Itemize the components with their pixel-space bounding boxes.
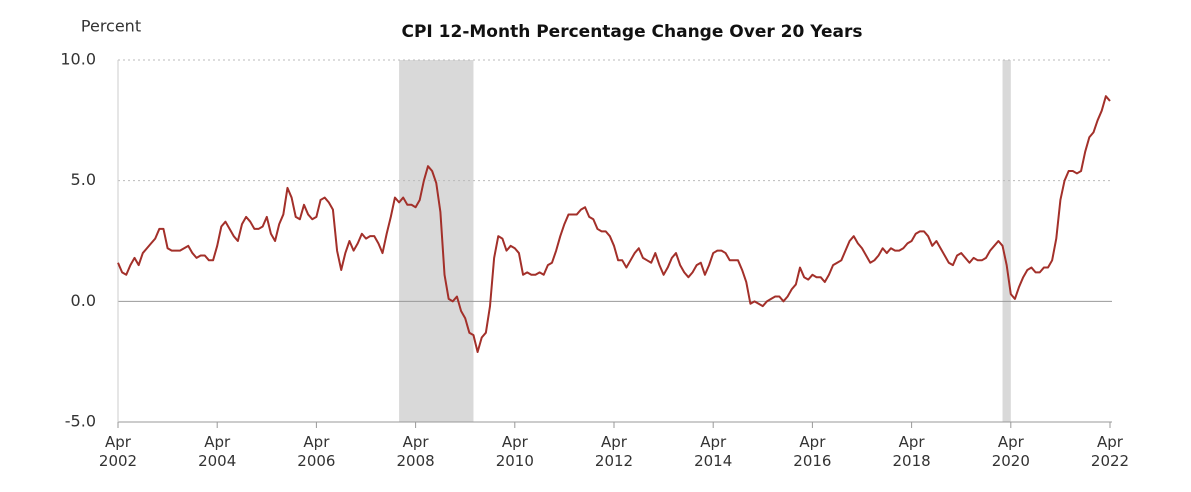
x-tick-label: Apr 2004 <box>198 433 237 470</box>
x-tick-label: Apr 2016 <box>793 433 832 470</box>
y-tick-label: 0.0 <box>71 291 96 310</box>
x-tick-label: Apr 2002 <box>98 433 138 470</box>
data-line <box>117 95 1111 354</box>
x-tick-label: Apr 2014 <box>694 433 733 470</box>
x-tick-label: Apr 2018 <box>892 433 931 470</box>
shaded-period <box>1002 60 1011 422</box>
x-tick-label: Apr 2012 <box>594 433 634 470</box>
shaded-period <box>399 60 474 422</box>
x-tick-label: Apr 2008 <box>396 433 435 470</box>
y-axis-label: Percent <box>81 17 141 36</box>
chart-title: CPI 12-Month Percentage Change Over 20 Y… <box>401 22 862 42</box>
y-tick-label: 5.0 <box>71 170 96 189</box>
y-tick-label: -5.0 <box>65 412 96 431</box>
y-tick-label: 10.0 <box>60 50 96 69</box>
x-tick-label: Apr 2006 <box>297 433 336 470</box>
x-tick-label: Apr 2022 <box>1090 433 1130 470</box>
x-tick-label: Apr 2010 <box>495 433 534 470</box>
x-tick-label: Apr 2020 <box>991 433 1030 470</box>
